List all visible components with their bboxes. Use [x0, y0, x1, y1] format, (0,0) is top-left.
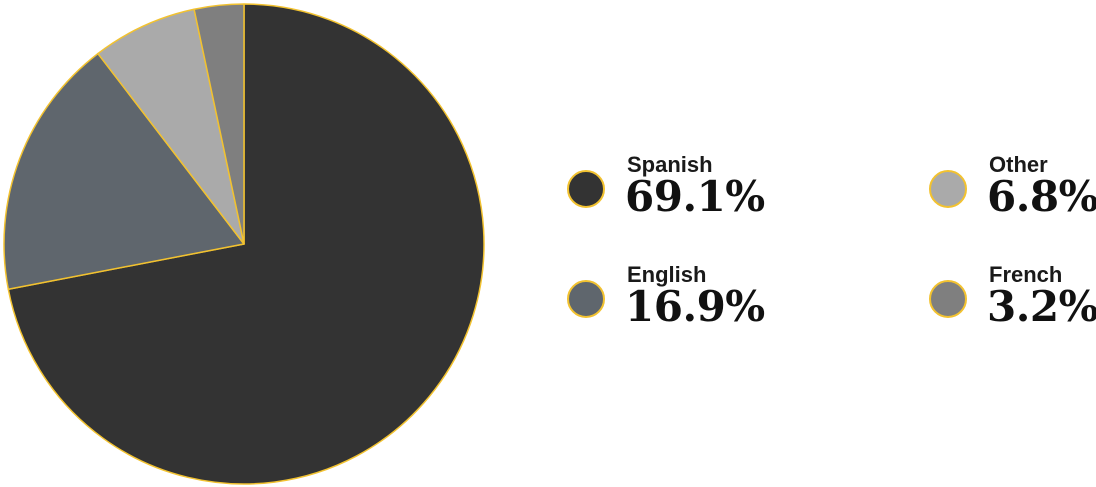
pie-slice-spanish: [7, 3, 485, 485]
legend-label-english: English: [627, 262, 707, 287]
legend-swatch-spanish: [567, 170, 605, 208]
pie-slice-french: [193, 3, 245, 245]
legend-swatch-english: [567, 280, 605, 318]
pie-slice-english: [3, 52, 245, 291]
legend-swatch-other: [929, 170, 967, 208]
legend-label-other: Other: [989, 152, 1048, 177]
pie-slice-other: [97, 8, 245, 245]
legend-value-other: 6.8%: [987, 172, 1096, 221]
legend-value-french: 3.2%: [987, 282, 1096, 331]
legend-label-spanish: Spanish: [627, 152, 713, 177]
legend-swatch-french: [929, 280, 967, 318]
legend-value-english: 16.9%: [625, 282, 765, 331]
pie-chart: [3, 3, 485, 485]
legend-value-spanish: 69.1%: [625, 172, 765, 221]
legend-label-french: French: [989, 262, 1063, 287]
